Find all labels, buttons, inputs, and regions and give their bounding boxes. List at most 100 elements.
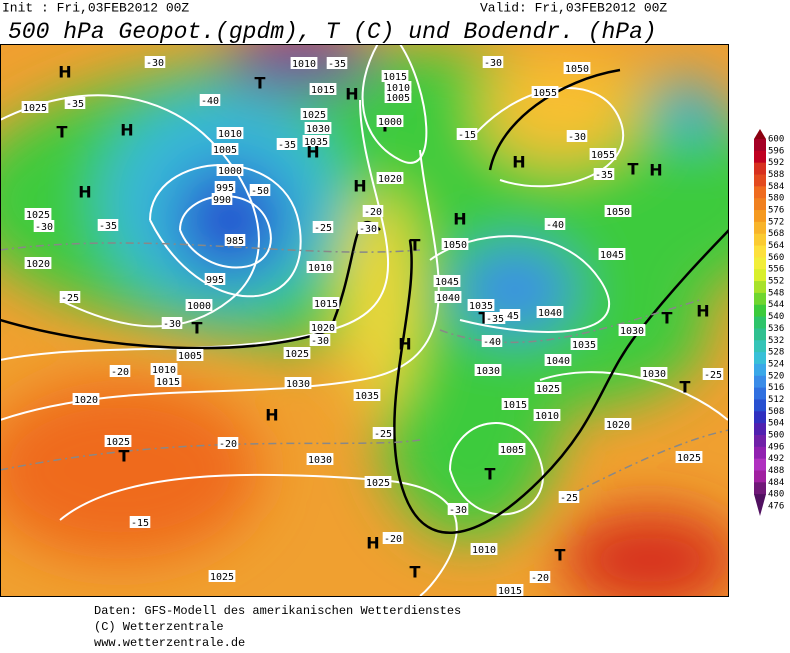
label-box: [536, 306, 564, 318]
contour-label: 1025: [23, 103, 47, 114]
scale-label: 484: [768, 478, 784, 488]
valid-time: Valid: Fri,03FEB2012 00Z: [480, 0, 667, 15]
contour-label: 1030: [642, 369, 666, 380]
label-box: [214, 181, 236, 193]
contour-label: -30: [311, 336, 329, 347]
label-box: [216, 164, 244, 176]
pressure-center: T: [119, 447, 130, 466]
label-box: [481, 335, 503, 347]
map-field: [0, 44, 729, 596]
label-box: [306, 261, 334, 273]
contour-label: -35: [595, 170, 613, 181]
scale-swatch: [754, 221, 766, 235]
scale-swatch: [754, 316, 766, 329]
contour-label: 1025: [26, 210, 50, 221]
label-box: [470, 543, 498, 555]
label-box: [376, 115, 404, 127]
label-box: [185, 299, 213, 311]
label-box: [372, 427, 394, 439]
pressure-center: T: [628, 160, 639, 179]
label-box: [306, 453, 334, 465]
label-box: [544, 218, 566, 230]
scale-swatch: [754, 470, 766, 483]
contour-label: -35: [328, 59, 346, 70]
label-box: [598, 248, 626, 260]
label-box: [21, 101, 49, 113]
label-box: [604, 205, 632, 217]
label-box: [496, 584, 524, 596]
label-box: [33, 220, 55, 232]
contour-label: 990: [213, 195, 231, 206]
label-box: [97, 219, 119, 231]
scale-label: 476: [768, 502, 784, 512]
label-box: [593, 168, 615, 180]
contour-label: -30: [568, 132, 586, 143]
scale-swatch: [754, 399, 766, 412]
label-box: [217, 437, 239, 449]
footer-line: Daten: GFS-Modell des amerikanischen Wet…: [94, 604, 461, 618]
pressure-center: H: [696, 302, 709, 321]
label-box: [467, 299, 495, 311]
scale-swatch: [754, 482, 766, 495]
scale-label: 480: [768, 490, 784, 500]
contour-label: 1010: [292, 59, 316, 70]
label-box: [129, 516, 151, 528]
pressure-center: T: [485, 465, 496, 484]
pressure-center: H: [512, 153, 525, 172]
contour-label: -20: [531, 573, 549, 584]
label-box: [176, 349, 204, 361]
label-box: [150, 363, 178, 375]
scale-swatch: [754, 233, 766, 247]
pressure-center: H: [120, 121, 133, 140]
contour-label: -40: [483, 337, 501, 348]
scale-swatch: [754, 281, 766, 294]
contour-label: 1025: [210, 572, 234, 583]
label-box: [447, 503, 469, 515]
label-box: [589, 148, 617, 160]
pressure-center: T: [410, 563, 421, 582]
scale-label: 528: [768, 348, 784, 358]
label-box: [309, 321, 337, 333]
label-box: [309, 83, 337, 95]
contour-label: 1005: [213, 145, 237, 156]
scale-label: 588: [768, 170, 784, 180]
pressure-center: T: [255, 74, 266, 93]
scale-label: 540: [768, 312, 784, 322]
contour-label: -30: [359, 224, 377, 235]
label-box: [144, 56, 166, 68]
label-box: [290, 57, 318, 69]
contour-label: 1010: [535, 411, 559, 422]
contour-label: 1025: [285, 349, 309, 360]
label-box: [531, 86, 559, 98]
contour-label: 1025: [302, 110, 326, 121]
scale-label: 580: [768, 194, 784, 204]
label-box: [544, 354, 572, 366]
contour-label: 1040: [546, 356, 570, 367]
contour-label: 995: [206, 275, 224, 286]
contour-label: 1015: [383, 72, 407, 83]
scale-swatch: [754, 139, 766, 152]
label-box: [302, 135, 330, 147]
label-box: [211, 193, 233, 205]
contour-label: 1025: [366, 478, 390, 489]
label-box: [362, 205, 384, 217]
scale-label: 532: [768, 336, 784, 346]
footer-line: www.wetterzentrale.de: [94, 636, 245, 648]
label-box: [640, 367, 668, 379]
contour-label: -20: [384, 534, 402, 545]
label-box: [216, 127, 244, 139]
contour-label: -35: [99, 221, 117, 232]
scale-swatch: [754, 245, 766, 258]
map-frame: [0, 44, 729, 597]
contour-label: 1010: [472, 545, 496, 556]
contour-label: -20: [364, 207, 382, 218]
label-box: [24, 257, 52, 269]
label-box: [154, 375, 182, 387]
label-box: [566, 130, 588, 142]
scale-label: 504: [768, 419, 784, 429]
scale-label: 548: [768, 288, 784, 298]
contour-label: 1015: [498, 586, 522, 597]
label-box: [558, 491, 580, 503]
contour-label: -35: [278, 140, 296, 151]
contour-label: 1000: [218, 166, 242, 177]
